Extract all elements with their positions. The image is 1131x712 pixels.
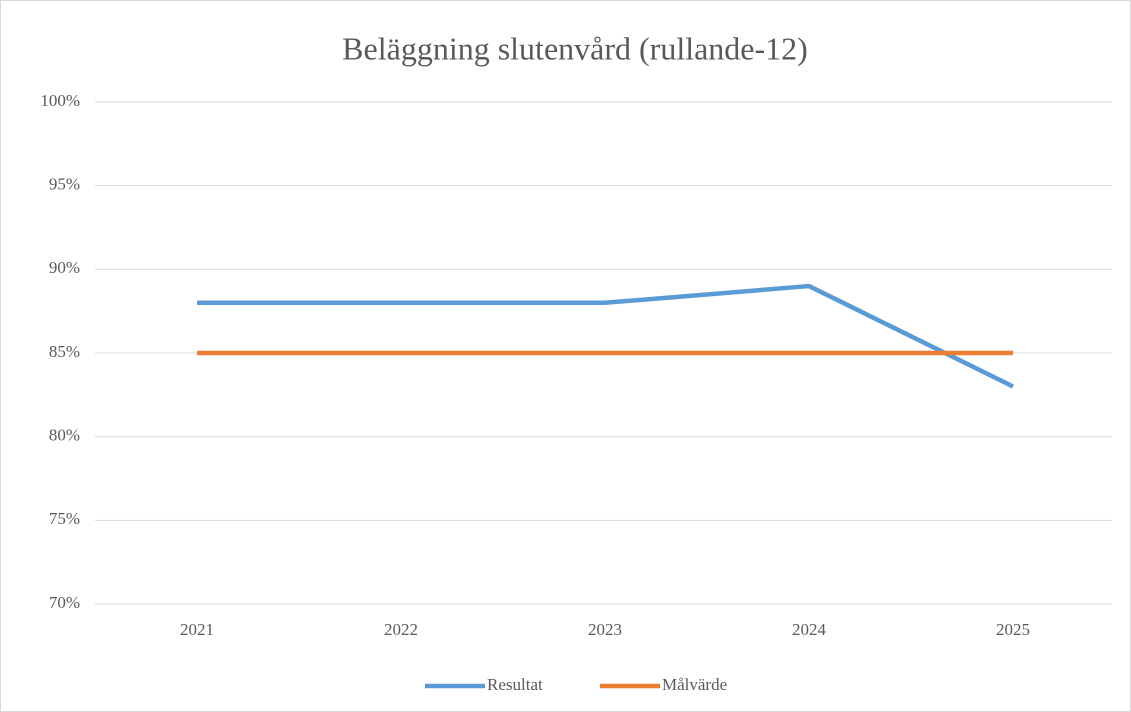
y-tick-label: 85%	[49, 342, 80, 361]
data-line	[197, 283, 1014, 389]
legend-label: Resultat	[487, 675, 543, 694]
y-tick-label: 70%	[49, 593, 80, 612]
y-tick-label: 75%	[49, 509, 80, 528]
legend-label: Målvärde	[662, 675, 727, 694]
x-tick-label: 2022	[384, 620, 418, 639]
x-tick-label: 2024	[792, 620, 827, 639]
x-tick-label: 2023	[588, 620, 622, 639]
y-tick-label: 90%	[49, 258, 80, 277]
y-tick-label: 80%	[49, 426, 80, 445]
x-tick-label: 2021	[180, 620, 214, 639]
chart-title: Beläggning slutenvård (rullande-12)	[342, 30, 808, 66]
x-tick-label: 2025	[996, 620, 1030, 639]
y-tick-label: 100%	[40, 91, 80, 110]
y-tick-label: 95%	[49, 175, 80, 194]
